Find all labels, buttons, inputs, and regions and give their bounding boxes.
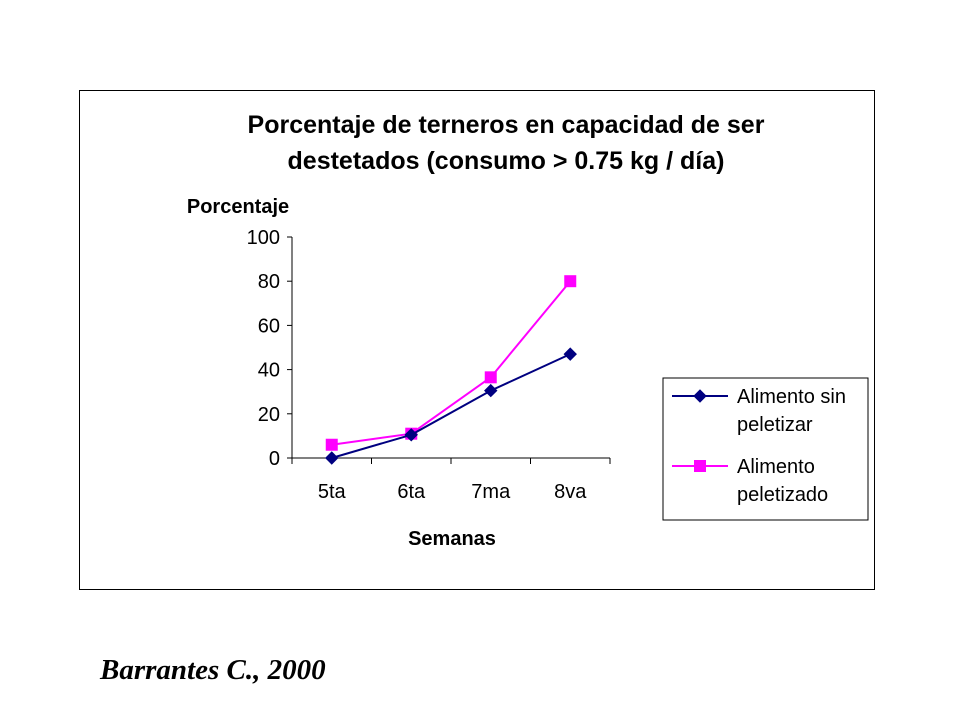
y-tick-label: 20	[258, 404, 280, 426]
data-point	[325, 451, 339, 465]
legend-box	[662, 377, 869, 521]
y-tick-label: 80	[258, 271, 280, 293]
series-layer	[325, 275, 577, 465]
chart-title-line-1: Porcentaje de terneros en capacidad de s…	[248, 111, 765, 139]
legend-label-line-1: Alimento sin	[737, 386, 846, 408]
line-chart: Porcentaje de terneros en capacidad de s…	[187, 111, 869, 550]
axes	[287, 236, 611, 464]
y-tick-label: 0	[269, 448, 280, 470]
data-point	[325, 438, 338, 451]
data-point	[563, 347, 577, 361]
data-point	[404, 428, 418, 442]
data-point	[484, 371, 497, 384]
y-tick-label: 60	[258, 315, 280, 337]
y-tick-label: 100	[247, 227, 280, 249]
legend-label-line-2: peletizar	[737, 414, 813, 436]
legend-marker	[693, 389, 707, 403]
x-tick-labels: 5ta 6ta 7ma 8va	[318, 481, 587, 503]
y-tick-labels: 0 20 40 60 80 100	[247, 227, 280, 470]
chart-title-line-2: destetados (consumo > 0.75 kg / día)	[288, 147, 725, 175]
series-1	[325, 347, 577, 465]
legend-label-line-2: peletizado	[737, 484, 828, 506]
x-tick-label: 5ta	[318, 481, 347, 503]
x-tick-label: 8va	[554, 481, 587, 503]
y-tick-label: 40	[258, 360, 280, 382]
chart-frame: Porcentaje de terneros en capacidad de s…	[79, 90, 875, 590]
x-tick-label: 7ma	[471, 481, 511, 503]
legend: Alimento sin peletizar Alimento peletizado	[662, 377, 869, 521]
legend-marker	[694, 460, 706, 472]
series-line	[331, 280, 572, 446]
data-point	[484, 383, 498, 398]
data-point	[564, 275, 577, 288]
legend-label-line-1: Alimento	[737, 456, 815, 478]
series-2	[325, 275, 577, 451]
x-tick-label: 6ta	[397, 481, 426, 503]
series-line	[331, 353, 571, 459]
x-axis-label: Semanas	[408, 528, 496, 550]
y-axis-label: Porcentaje	[187, 196, 289, 218]
citation: Barrantes C., 2000	[100, 654, 326, 686]
